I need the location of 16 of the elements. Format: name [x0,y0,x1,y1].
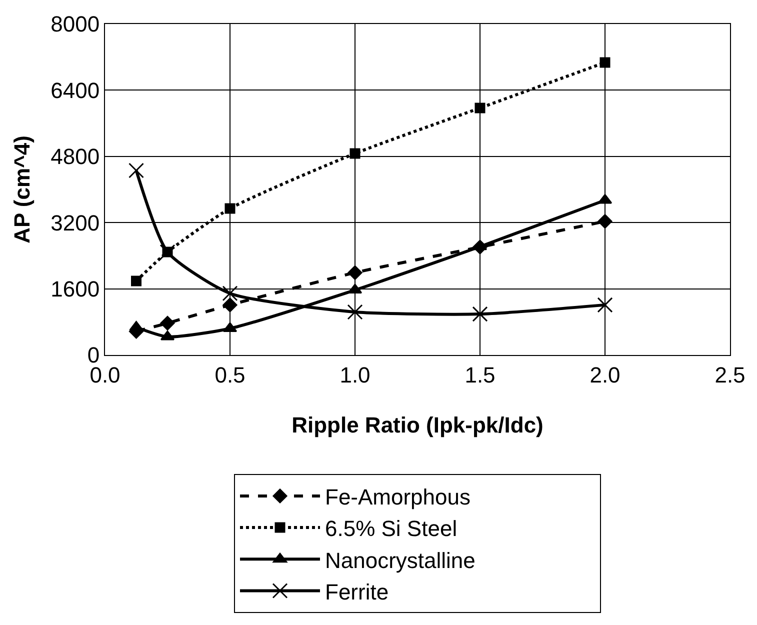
x-tick-label: 1.5 [464,362,496,388]
y-tick-label: 6400 [50,78,100,103]
legend-label: Fe-Amorphous [325,484,471,510]
legend-label: 6.5% Si Steel [325,516,458,542]
x-tick-label: 1.0 [340,362,370,388]
y-axis-title: AP (cm^4) [9,136,34,244]
y-tick-label: 8000 [50,12,100,37]
x-tick-label: 0.5 [214,362,246,388]
x-tick-label: 2.0 [590,362,620,388]
y-tick-label: 4800 [50,144,100,170]
x-axis-title: Ripple Ratio (Ipk-pk/Idc) [292,412,544,438]
x-tick-label: 2.5 [714,362,746,388]
legend-label: Ferrite [325,579,389,604]
y-tick-label: 3200 [50,210,100,236]
y-tick-label: 1600 [50,276,100,302]
legend-label: Nanocrystalline [325,548,476,573]
